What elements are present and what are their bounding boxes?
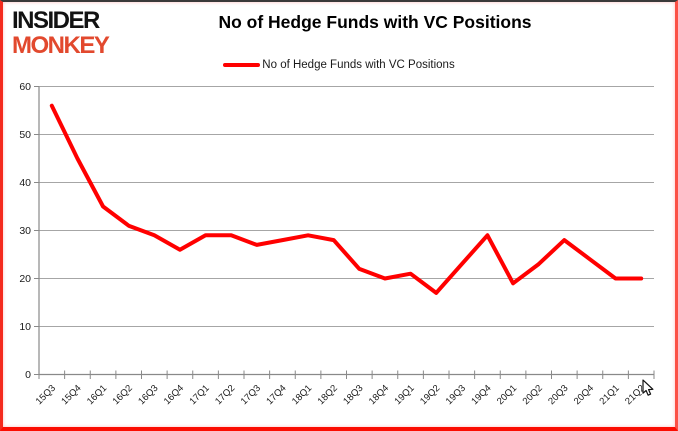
x-axis-label: 17Q1	[187, 383, 211, 407]
y-axis-label: 10	[19, 321, 31, 333]
logo-monkey-text: MONKEY	[12, 32, 110, 59]
y-axis-label: 40	[19, 177, 31, 189]
x-axis-label: 16Q1	[85, 383, 109, 407]
x-axis-label: 20Q2	[521, 383, 545, 407]
y-axis-label: 50	[19, 129, 31, 141]
x-axis-label: 15Q3	[34, 383, 58, 407]
x-axis-label: 16Q3	[136, 383, 160, 407]
x-axis-label: 19Q1	[392, 383, 416, 407]
x-axis-label: 16Q2	[111, 383, 135, 407]
x-axis-label: 18Q2	[316, 383, 340, 407]
x-axis-label: 21Q1	[597, 383, 621, 407]
x-axis-label: 18Q4	[367, 383, 391, 407]
logo-insider-text: INSIDER	[12, 7, 100, 34]
x-axis-label: 17Q3	[239, 383, 263, 407]
insider-monkey-logo: INSIDER MONKEY	[12, 7, 110, 59]
y-axis-label: 20	[19, 273, 31, 285]
legend-line-swatch-icon	[223, 63, 261, 67]
x-axis-label: 18Q3	[341, 383, 365, 407]
x-axis-label: 20Q1	[495, 383, 519, 407]
chart-title: No of Hedge Funds with VC Positions	[218, 12, 532, 32]
x-axis-label: 18Q1	[290, 383, 314, 407]
mouse-cursor-icon	[642, 379, 654, 396]
x-axis-label: 19Q3	[444, 383, 468, 407]
y-axis-label: 30	[19, 225, 31, 237]
x-axis-label: 20Q4	[572, 383, 596, 407]
x-axis-label: 16Q4	[162, 383, 186, 407]
x-axis-label: 19Q2	[418, 383, 442, 407]
x-axis-label: 17Q2	[213, 383, 237, 407]
y-axis-label: 60	[19, 81, 31, 93]
data-line	[49, 103, 644, 295]
x-axis-label: 15Q4	[59, 383, 83, 407]
x-axis-label: 17Q4	[264, 383, 288, 407]
legend: No of Hedge Funds with VC Positions	[3, 59, 675, 71]
y-axis-label: 0	[25, 369, 31, 381]
x-axis-label: 20Q3	[546, 383, 570, 407]
x-axis-label: 19Q4	[469, 383, 493, 407]
legend-label: No of Hedge Funds with VC Positions	[262, 59, 455, 71]
